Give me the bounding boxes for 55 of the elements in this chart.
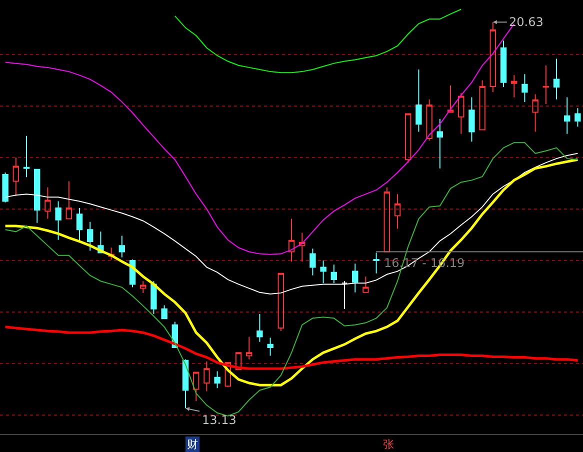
candlestick bbox=[468, 96, 475, 142]
candlestick bbox=[267, 337, 274, 356]
candlestick bbox=[23, 135, 30, 178]
candlestick bbox=[447, 84, 454, 113]
candlestick bbox=[532, 94, 538, 132]
candlestick bbox=[108, 247, 114, 260]
candlestick bbox=[373, 252, 380, 274]
candlestick bbox=[34, 168, 40, 224]
candlestick bbox=[436, 118, 443, 169]
candlestick bbox=[278, 272, 284, 332]
candlestick bbox=[330, 264, 337, 284]
candlestick bbox=[542, 64, 549, 104]
candlestick bbox=[394, 194, 401, 230]
candlestick bbox=[384, 186, 390, 252]
candlestick bbox=[479, 80, 486, 130]
candlestick bbox=[405, 113, 412, 164]
candlestick bbox=[55, 200, 62, 240]
candlestick bbox=[500, 40, 507, 88]
candlestick bbox=[490, 22, 496, 93]
candlestick bbox=[288, 218, 295, 262]
candlestick bbox=[140, 280, 146, 294]
candlestick bbox=[574, 108, 581, 128]
candlestick bbox=[182, 358, 189, 409]
candlestick bbox=[224, 362, 231, 388]
text: 张 bbox=[383, 438, 394, 451]
candlestick bbox=[553, 58, 560, 100]
candlestick bbox=[193, 372, 200, 402]
candlestick bbox=[320, 260, 326, 284]
candlestick bbox=[564, 96, 570, 134]
candlestick bbox=[76, 207, 83, 243]
candlestick bbox=[522, 74, 528, 102]
candlestick bbox=[150, 280, 157, 315]
candlestick bbox=[204, 360, 210, 392]
candlestick bbox=[256, 314, 263, 342]
text: 财 bbox=[187, 438, 198, 451]
candlestick bbox=[12, 157, 19, 197]
candlestick bbox=[458, 92, 464, 134]
candlestick bbox=[299, 232, 306, 262]
candlestick bbox=[118, 235, 125, 258]
candlestick bbox=[44, 186, 51, 220]
candlestick bbox=[246, 336, 252, 360]
candlestick bbox=[352, 263, 358, 293]
candlestick bbox=[362, 276, 369, 293]
candlestick bbox=[416, 69, 422, 132]
candlestick bbox=[511, 74, 518, 98]
annotation: 13.13 bbox=[202, 413, 236, 427]
candlestick bbox=[426, 98, 432, 142]
candlestick bbox=[235, 352, 242, 370]
candlestick bbox=[310, 248, 316, 276]
candlestick bbox=[214, 370, 220, 389]
candlestick bbox=[161, 304, 168, 320]
candlestick bbox=[2, 172, 8, 203]
candlestick bbox=[87, 221, 94, 252]
candlestick bbox=[66, 180, 72, 220]
annotation: 20.63 bbox=[509, 15, 544, 29]
